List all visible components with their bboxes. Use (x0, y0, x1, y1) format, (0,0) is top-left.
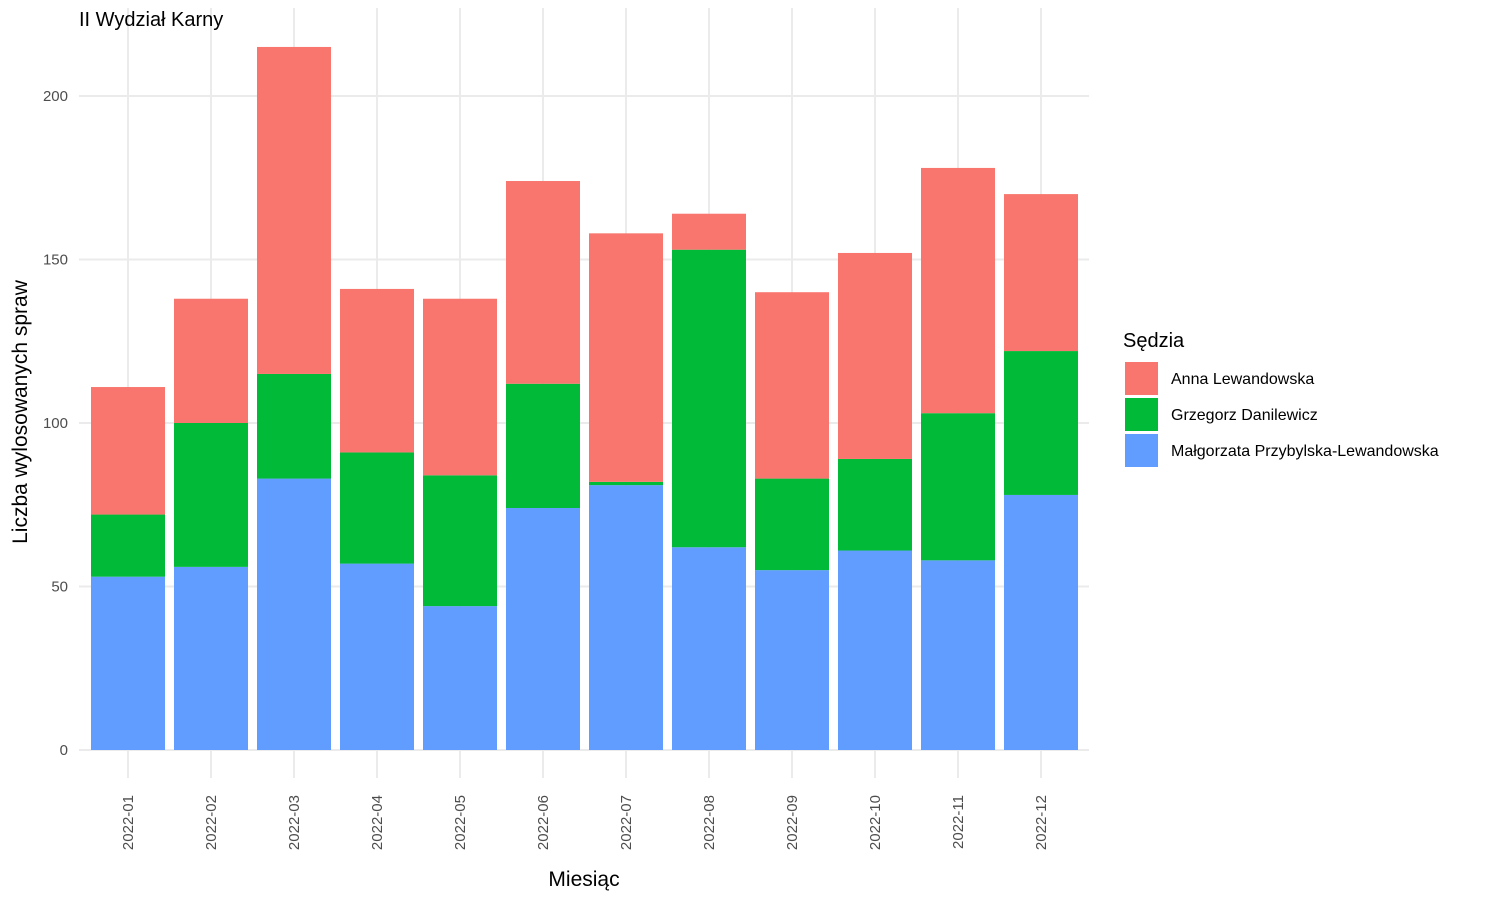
legend-items: Anna Lewandowska Grzegorz Danilewicz Małgo… (1125, 362, 1439, 467)
bar-segment (755, 478, 829, 571)
bar-segment (672, 249, 746, 548)
legend-key (1125, 362, 1158, 395)
x-tick-label: 2022-11 (950, 795, 967, 849)
bar-segment (257, 373, 331, 479)
bar-segment (257, 478, 331, 750)
bar-segment (340, 288, 414, 453)
bar-segment (340, 452, 414, 564)
bar-segment (1004, 194, 1078, 352)
bar-segment (506, 508, 580, 750)
legend: Sędzia Anna Lewandowska Grzegorz Danilewi… (1123, 330, 1439, 467)
chart-title: II Wydział Karny (79, 9, 223, 31)
x-tick-label: 2022-09 (784, 795, 801, 850)
x-tick-label: 2022-01 (120, 795, 137, 850)
bar-segment (589, 233, 663, 482)
bar-segment (1004, 494, 1078, 750)
bar-segment (921, 413, 995, 561)
bar-segment (91, 387, 165, 515)
x-tick-label: 2022-06 (535, 795, 552, 850)
bar-segment (174, 298, 248, 423)
legend-label: Anna Lewandowska (1171, 371, 1314, 388)
legend-label: Małgorzata Przybylska-Lewandowska (1171, 443, 1439, 460)
bar-segment (257, 46, 331, 374)
y-axis-title: Liczba wylosowanych spraw (9, 279, 32, 544)
bar-segment (672, 547, 746, 750)
bar-segment (423, 606, 497, 750)
bar-segment (423, 298, 497, 476)
legend-label: Grzegorz Danilewicz (1171, 407, 1318, 424)
y-tick-label: 0 (60, 742, 68, 759)
y-tick-label: 50 (51, 579, 68, 596)
bar-segment (340, 563, 414, 750)
bar-segment (838, 458, 912, 551)
bar-segment (506, 181, 580, 384)
bar-segment (423, 475, 497, 607)
bar-segment (174, 566, 248, 750)
bar-segment (921, 167, 995, 414)
bar-segment (672, 213, 746, 250)
x-tick-label: 2022-08 (701, 795, 718, 850)
x-tick-label: 2022-12 (1033, 795, 1050, 850)
legend-title: Sędzia (1123, 330, 1185, 352)
legend-key (1125, 434, 1158, 467)
bars (91, 46, 1078, 750)
legend-key (1125, 398, 1158, 431)
bar-segment (755, 570, 829, 750)
bar-segment (921, 560, 995, 750)
x-tick-label: 2022-10 (867, 795, 884, 850)
bar-segment (506, 383, 580, 509)
x-tick-label: 2022-04 (369, 795, 386, 850)
bar-segment (589, 481, 663, 486)
y-tick-label: 100 (43, 415, 68, 432)
x-axis-ticks: 2022-01 2022-02 2022-03 2022-04 2022-05 2022-… (120, 795, 1050, 850)
y-tick-label: 200 (43, 88, 68, 105)
bar-segment (1004, 351, 1078, 495)
bar-segment (838, 252, 912, 459)
x-axis-title: Miesiąc (548, 868, 619, 891)
bar-segment (755, 292, 829, 479)
x-tick-label: 2022-07 (618, 795, 635, 850)
bar-segment (91, 514, 165, 577)
x-tick-label: 2022-03 (286, 795, 303, 850)
x-tick-label: 2022-05 (452, 795, 469, 850)
x-tick-label: 2022-02 (203, 795, 220, 850)
y-axis-ticks: 0 50 100 150 200 (43, 88, 68, 759)
bar-segment (91, 576, 165, 750)
bar-segment (174, 423, 248, 567)
bar-segment (589, 485, 663, 750)
y-tick-label: 150 (43, 252, 68, 269)
bar-segment (838, 550, 912, 750)
